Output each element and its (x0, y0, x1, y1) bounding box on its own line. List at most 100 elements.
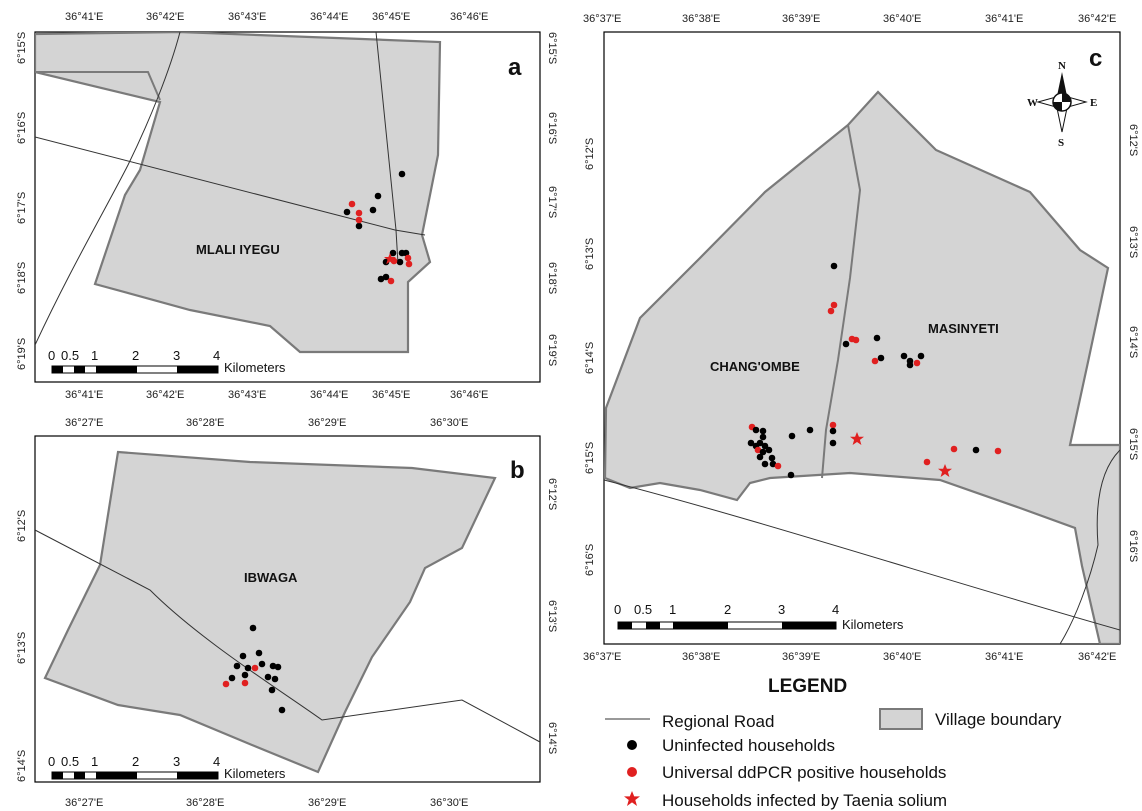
compass-n: N (1058, 60, 1066, 72)
tick-label: 6°14'S (584, 342, 596, 374)
regional-road-c2 (1059, 449, 1120, 644)
uninfected-household (756, 453, 764, 461)
scale-label: 0 (48, 348, 55, 363)
ddpcr-household (754, 446, 762, 454)
uninfected-household (906, 361, 914, 369)
tick-label: 36°29'E (308, 417, 346, 429)
village-label-masinyeti: MASINYETI (928, 321, 999, 336)
tick-label: 36°27'E (65, 797, 103, 809)
tick-label: 36°45'E (372, 389, 410, 401)
uninfected-household (374, 192, 382, 200)
uninfected-household (369, 206, 377, 214)
scale-label: 2 (132, 754, 139, 769)
tick-label: 36°37'E (583, 13, 621, 25)
tick-label: 36°38'E (682, 651, 720, 663)
tick-label: 36°41'E (985, 13, 1023, 25)
scale-label: 4 (213, 348, 220, 363)
ddpcr-household (222, 680, 230, 688)
legend-ddpcr-swatch (627, 767, 637, 777)
households-a (343, 170, 413, 285)
uninfected-household (389, 249, 397, 257)
tick-label: 36°39'E (782, 651, 820, 663)
uninfected-household (244, 664, 252, 672)
legend-uninfected-swatch (627, 740, 637, 750)
tick-label: 6°14'S (16, 750, 28, 782)
panel-b: IBWAGA b 0 0.5 1 2 3 4 Kilometers 36°27'… (16, 417, 558, 809)
ddpcr-household (387, 277, 395, 285)
uninfected-household (842, 340, 850, 348)
legend-taenia-label: Households infected by Taenia solium (662, 791, 947, 810)
uninfected-household (769, 460, 777, 468)
tick-label: 6°12'S (584, 138, 596, 170)
village-polygon-b (43, 450, 497, 774)
tick-label: 36°42'E (146, 11, 184, 23)
neighbor-boundary-a (35, 71, 161, 101)
scale-label: 0 (48, 754, 55, 769)
uninfected-household (264, 673, 272, 681)
panel-a: MLALI IYEGU a 0 0.5 1 2 3 4 Kilometers 3… (16, 11, 558, 401)
scalebar-a: 0 0.5 1 2 3 4 Kilometers (48, 348, 286, 375)
scale-label: 2 (132, 348, 139, 363)
tick-label: 6°16'S (584, 544, 596, 576)
scale-label: 4 (832, 602, 839, 617)
regional-road-a3 (375, 32, 399, 265)
tick-label: 6°19'S (546, 334, 558, 366)
taenia-household-star (850, 432, 864, 445)
uninfected-household (258, 660, 266, 668)
scale-label: 1 (91, 754, 98, 769)
uninfected-household (761, 460, 769, 468)
scale-label: 1 (669, 602, 676, 617)
ticks-a: 36°41'E 36°42'E 36°43'E 36°44'E 36°45'E … (16, 11, 558, 401)
tick-label: 6°14'S (546, 722, 558, 754)
tick-label: 6°13'S (546, 600, 558, 632)
uninfected-household (241, 671, 249, 679)
tick-label: 6°15'S (584, 442, 596, 474)
ddpcr-household (405, 260, 413, 268)
ddpcr-household (241, 679, 249, 687)
ddpcr-household (404, 254, 412, 262)
tick-label: 36°37'E (583, 651, 621, 663)
tick-label: 6°15'S (546, 32, 558, 64)
regional-road-c1 (604, 479, 1120, 631)
uninfected-household (917, 352, 925, 360)
uninfected-household (752, 426, 760, 434)
panel-label-c: c (1089, 45, 1102, 72)
tick-label: 6°13'S (584, 238, 596, 270)
uninfected-household (877, 354, 885, 362)
uninfected-household (278, 706, 286, 714)
uninfected-household (829, 439, 837, 447)
ddpcr-household (355, 209, 363, 217)
uninfected-household (788, 432, 796, 440)
uninfected-household (873, 334, 881, 342)
uninfected-household (274, 663, 282, 671)
tick-label: 36°38'E (682, 13, 720, 25)
ticks-c: 36°37'E 36°38'E 36°39'E 36°40'E 36°41'E … (583, 13, 1139, 663)
legend-village-label: Village boundary (935, 710, 1062, 729)
legend: LEGEND Regional Road Village boundary Un… (605, 676, 1062, 810)
regional-road-a2 (35, 136, 426, 236)
ddpcr-household (950, 445, 958, 453)
uninfected-household (830, 262, 838, 270)
uninfected-household (759, 433, 767, 441)
uninfected-household (233, 662, 241, 670)
tick-label: 36°41'E (985, 651, 1023, 663)
uninfected-household (268, 686, 276, 694)
tick-label: 6°15'S (16, 32, 28, 64)
uninfected-household (402, 249, 410, 257)
panel-c: CHANG'OMBE MASINYETI c N S W E 0 0.5 1 2 (583, 13, 1139, 663)
village-label-changombe: CHANG'OMBE (710, 359, 800, 374)
uninfected-household (759, 427, 767, 435)
scale-unit: Kilometers (224, 766, 286, 781)
legend-village-swatch (879, 708, 923, 730)
uninfected-household (900, 352, 908, 360)
uninfected-household (382, 273, 390, 281)
scalebar-b: 0 0.5 1 2 3 4 Kilometers (48, 754, 286, 781)
tick-label: 36°41'E (65, 389, 103, 401)
uninfected-household (355, 222, 363, 230)
tick-label: 36°28'E (186, 797, 224, 809)
ddpcr-household (923, 458, 931, 466)
compass-w: W (1027, 97, 1038, 109)
village-label-a: MLALI IYEGU (196, 242, 280, 257)
uninfected-household (249, 624, 257, 632)
tick-label: 6°12'S (16, 510, 28, 542)
